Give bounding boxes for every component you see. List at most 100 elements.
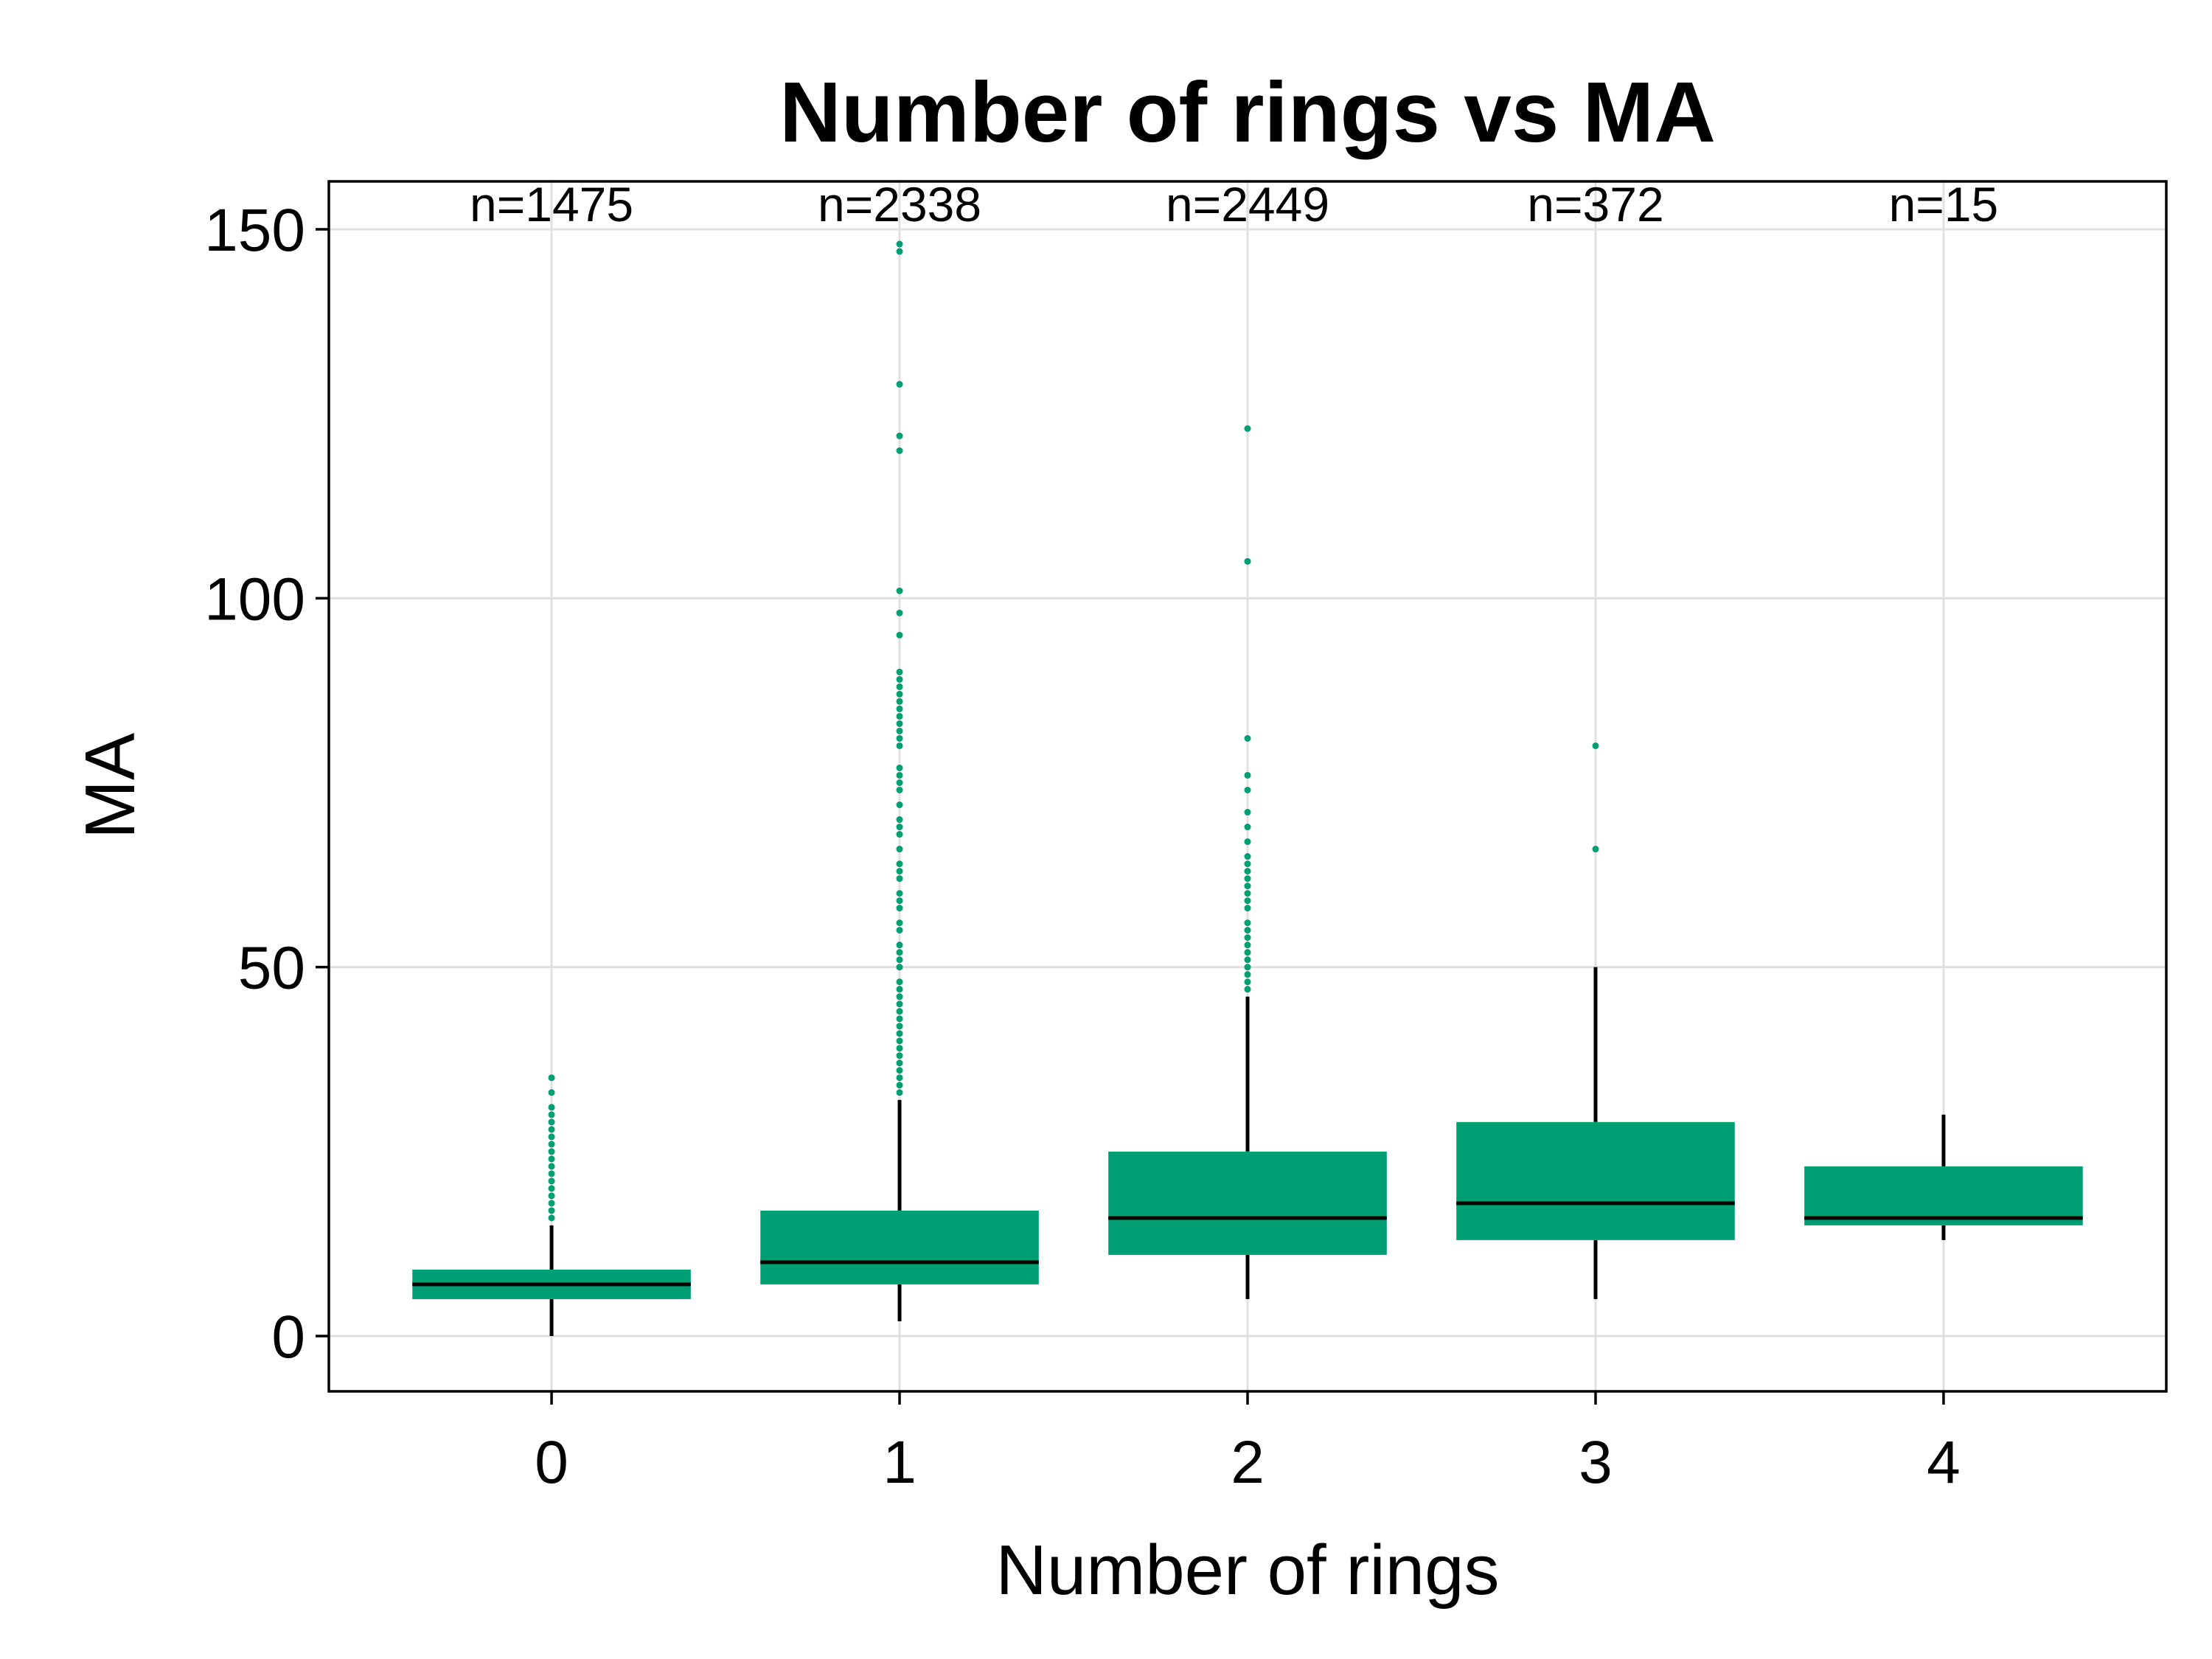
outlier-point	[1244, 890, 1251, 897]
outlier-point	[896, 956, 903, 964]
outlier-point	[896, 986, 903, 993]
outlier-point	[896, 824, 903, 831]
box-series	[412, 240, 2083, 1336]
outlier-point	[1244, 557, 1251, 565]
x-axis-ticks: 0 1 2 3 4	[535, 1391, 1961, 1496]
sample-size-label: n=2449	[1166, 177, 1329, 232]
outlier-point	[896, 860, 903, 868]
outlier-point	[548, 1170, 555, 1178]
outlier-point	[548, 1192, 555, 1200]
outlier-point	[1244, 425, 1251, 432]
box-group-2	[1108, 425, 1387, 1299]
outlier-point	[1592, 742, 1599, 749]
outlier-point	[896, 801, 903, 809]
y-tick-label: 100	[204, 566, 305, 633]
outlier-point	[1244, 860, 1251, 868]
outlier-point	[548, 1155, 555, 1163]
outlier-point	[548, 1141, 555, 1148]
outlier-point	[1244, 971, 1251, 978]
outlier-point	[1244, 949, 1251, 956]
outlier-point	[1244, 868, 1251, 875]
y-axis-ticks: 0 50 100 150	[204, 197, 329, 1371]
outlier-point	[896, 1001, 903, 1008]
outlier-point	[548, 1185, 555, 1192]
outlier-point	[1244, 934, 1251, 942]
outlier-point	[1244, 883, 1251, 890]
x-axis-label: Number of rings	[996, 1531, 1500, 1610]
outlier-point	[896, 690, 903, 698]
sample-size-label: n=15	[1889, 177, 1999, 232]
outlier-point	[896, 675, 903, 683]
outlier-point	[548, 1133, 555, 1141]
outlier-point	[548, 1207, 555, 1214]
sample-size-label: n=372	[1527, 177, 1663, 232]
outlier-point	[896, 742, 903, 749]
box-group-0	[412, 1074, 691, 1336]
outlier-point	[896, 868, 903, 875]
y-tick-label: 0	[271, 1304, 305, 1371]
x-tick-label: 3	[1579, 1429, 1613, 1496]
outlier-point	[1592, 846, 1599, 853]
sample-size-label: n=1475	[470, 177, 633, 232]
outlier-point	[896, 1052, 903, 1060]
outlier-point	[896, 380, 903, 388]
outlier-point	[548, 1126, 555, 1133]
outlier-point	[896, 771, 903, 779]
outlier-point	[548, 1111, 555, 1119]
outlier-point	[1244, 734, 1251, 742]
x-tick-label: 2	[1231, 1429, 1265, 1496]
outlier-point	[896, 764, 903, 771]
y-tick-label: 50	[238, 935, 305, 1002]
outlier-point	[896, 1089, 903, 1096]
outlier-point	[896, 1037, 903, 1045]
outlier-point	[896, 897, 903, 905]
outlier-point	[896, 1008, 903, 1015]
outlier-point	[896, 447, 903, 454]
outlier-point	[896, 905, 903, 912]
outlier-point	[896, 927, 903, 934]
outlier-point	[896, 831, 903, 838]
box-group-1	[760, 240, 1039, 1321]
x-tick-label: 4	[1927, 1429, 1961, 1496]
outlier-point	[896, 712, 903, 720]
outlier-point	[896, 846, 903, 853]
outlier-point	[896, 720, 903, 727]
outlier-point	[1244, 787, 1251, 794]
outlier-point	[548, 1178, 555, 1185]
outlier-point	[1244, 978, 1251, 986]
outlier-point	[896, 668, 903, 675]
outlier-point	[1244, 809, 1251, 816]
sample-size-label: n=2338	[818, 177, 981, 232]
outlier-point	[896, 1023, 903, 1030]
x-tick-label: 0	[535, 1429, 568, 1496]
outlier-point	[896, 1015, 903, 1023]
iqr-box	[1108, 1151, 1387, 1255]
outlier-point	[896, 240, 903, 248]
chart-title: Number of rings vs MA	[779, 64, 1716, 160]
outlier-point	[896, 919, 903, 927]
outlier-point	[896, 993, 903, 1001]
outlier-point	[896, 779, 903, 786]
outlier-point	[896, 875, 903, 883]
outlier-point	[896, 248, 903, 255]
iqr-box	[1456, 1121, 1735, 1240]
outlier-point	[896, 698, 903, 705]
outlier-point	[1244, 905, 1251, 912]
outlier-point	[896, 631, 903, 639]
outlier-point	[896, 787, 903, 794]
outlier-point	[1244, 942, 1251, 949]
outlier-point	[1244, 897, 1251, 905]
outlier-point	[896, 432, 903, 439]
y-axis-label: MA	[71, 733, 150, 839]
outlier-point	[1244, 824, 1251, 831]
outlier-point	[896, 816, 903, 824]
outlier-point	[1244, 927, 1251, 934]
outlier-point	[896, 727, 903, 734]
outlier-point	[896, 609, 903, 616]
outlier-point	[896, 1082, 903, 1089]
outlier-point	[896, 1067, 903, 1074]
outlier-point	[1244, 771, 1251, 779]
outlier-point	[896, 890, 903, 897]
outlier-point	[1244, 964, 1251, 971]
